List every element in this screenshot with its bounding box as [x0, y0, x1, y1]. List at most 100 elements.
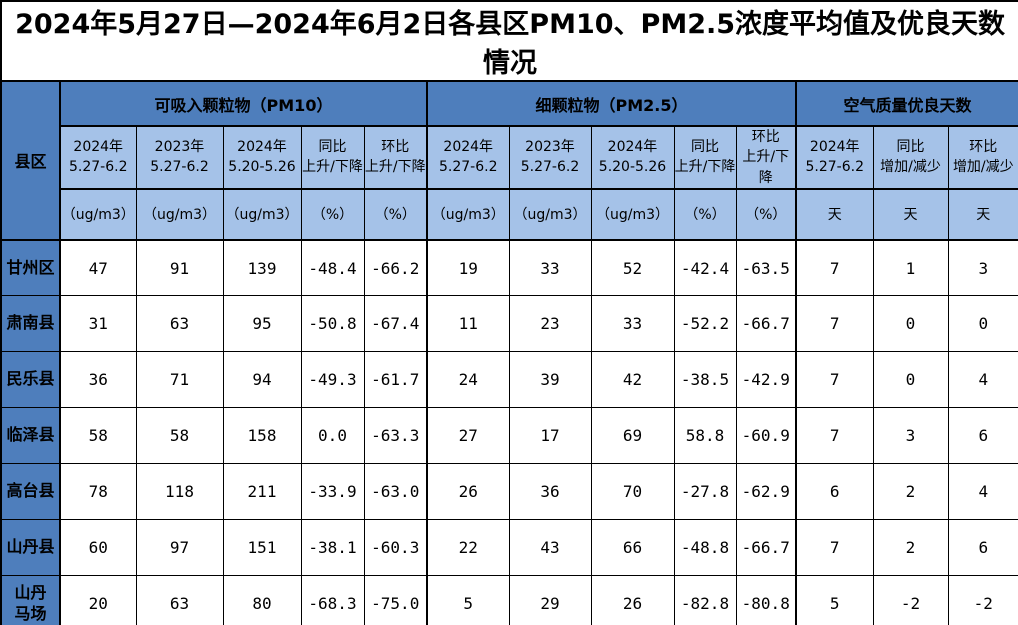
unit-header: （%） — [300, 188, 365, 241]
column-group-row: 县区 可吸入颗粒物（PM10） 细颗粒物（PM2.5） 空气质量优良天数 — [0, 80, 1018, 241]
value-cell: 60 — [59, 519, 137, 577]
value-cell: 0 — [872, 351, 949, 409]
period-header: 同比 上升/下降 — [300, 125, 365, 190]
value-cell: 58 — [59, 407, 137, 465]
value-cell: 7 — [795, 519, 874, 577]
value-cell: 139 — [222, 239, 302, 297]
period-header: 2024年 5.27-6.2 — [426, 125, 510, 190]
table-row: 高台县 78 118 211 -33.9 -63.0 26 36 70 -27.8 -62.9 6 2 4 — [0, 463, 1018, 521]
value-cell: -48.8 — [673, 519, 737, 577]
unit-header: 天 — [872, 188, 949, 241]
period-header: 同比 增加/减少 — [872, 125, 949, 190]
table-row: 山丹县 60 97 151 -38.1 -60.3 22 43 66 -48.8 -66.7 7 2 6 — [0, 519, 1018, 577]
table-row: 肃南县 31 63 95 -50.8 -67.4 11 23 33 -52.2 -66.7 7 0 0 — [0, 295, 1018, 353]
unit-header: （%） — [735, 188, 797, 241]
value-cell: 211 — [222, 463, 302, 521]
value-cell: 151 — [222, 519, 302, 577]
unit-header: （ug/m3） — [222, 188, 302, 241]
value-cell: 78 — [59, 463, 137, 521]
value-cell: -60.3 — [363, 519, 428, 577]
value-cell: 33 — [508, 239, 592, 297]
value-cell: 39 — [508, 351, 592, 409]
table-row: 民乐县 36 71 94 -49.3 -61.7 24 39 42 -38.5 -42.9 7 0 4 — [0, 351, 1018, 409]
value-cell: -80.8 — [735, 575, 797, 625]
period-header: 2024年 5.20-5.26 — [590, 125, 675, 190]
value-cell: 2 — [872, 463, 949, 521]
value-cell: -63.5 — [735, 239, 797, 297]
value-cell: 2 — [872, 519, 949, 577]
unit-header: （ug/m3） — [135, 188, 224, 241]
value-cell: -2 — [872, 575, 949, 625]
value-cell: 19 — [426, 239, 510, 297]
value-cell: -68.3 — [300, 575, 365, 625]
value-cell: 97 — [135, 519, 224, 577]
value-cell: 63 — [135, 295, 224, 353]
value-cell: 58.8 — [673, 407, 737, 465]
column-group-header-2: 细颗粒物（PM2.5） — [426, 80, 797, 127]
period-header: 同比 上升/下降 — [673, 125, 737, 190]
county-name-cell: 肃南县 — [0, 295, 61, 353]
value-cell: 4 — [947, 463, 1018, 521]
unit-header: （%） — [673, 188, 737, 241]
value-cell: -38.1 — [300, 519, 365, 577]
value-cell: 36 — [508, 463, 592, 521]
value-cell: 0 — [947, 295, 1018, 353]
value-cell: 26 — [590, 575, 675, 625]
value-cell: 70 — [590, 463, 675, 521]
unit-header: （%） — [363, 188, 428, 241]
value-cell: -66.7 — [735, 295, 797, 353]
county-name-cell: 民乐县 — [0, 351, 61, 409]
value-cell: 20 — [59, 575, 137, 625]
column-group-header-1: 可吸入颗粒物（PM10） — [59, 80, 428, 127]
value-cell: 1 — [872, 239, 949, 297]
county-name-cell: 甘州区 — [0, 239, 61, 297]
value-cell: -63.0 — [363, 463, 428, 521]
county-name-cell: 临泽县 — [0, 407, 61, 465]
value-cell: 4 — [947, 351, 1018, 409]
value-cell: -66.7 — [735, 519, 797, 577]
unit-header: （ug/m3） — [508, 188, 592, 241]
value-cell: 91 — [135, 239, 224, 297]
value-cell: 0 — [872, 295, 949, 353]
value-cell: 80 — [222, 575, 302, 625]
value-cell: 31 — [59, 295, 137, 353]
value-cell: 5 — [795, 575, 874, 625]
value-cell: 118 — [135, 463, 224, 521]
period-header: 2023年 5.27-6.2 — [135, 125, 224, 190]
period-header: 环比 上升/下降 — [363, 125, 428, 190]
unit-header: （ug/m3） — [590, 188, 675, 241]
value-cell: -48.4 — [300, 239, 365, 297]
value-cell: 52 — [590, 239, 675, 297]
value-cell: 158 — [222, 407, 302, 465]
value-cell: 27 — [426, 407, 510, 465]
value-cell: 11 — [426, 295, 510, 353]
value-cell: 26 — [426, 463, 510, 521]
value-cell: 7 — [795, 407, 874, 465]
period-header: 2024年 5.27-6.2 — [795, 125, 874, 190]
county-column-header: 县区 — [0, 80, 61, 241]
value-cell: 29 — [508, 575, 592, 625]
value-cell: 24 — [426, 351, 510, 409]
county-name-cell: 山丹 马场 — [0, 575, 61, 625]
period-header: 2024年 5.27-6.2 — [59, 125, 137, 190]
value-cell: 23 — [508, 295, 592, 353]
value-cell: 69 — [590, 407, 675, 465]
value-cell: 66 — [590, 519, 675, 577]
value-cell: 6 — [795, 463, 874, 521]
period-header: 2023年 5.27-6.2 — [508, 125, 592, 190]
value-cell: 43 — [508, 519, 592, 577]
value-cell: -67.4 — [363, 295, 428, 353]
value-cell: 42 — [590, 351, 675, 409]
unit-header: （ug/m3） — [426, 188, 510, 241]
value-cell: 6 — [947, 519, 1018, 577]
value-cell: -42.9 — [735, 351, 797, 409]
table-body: 甘州区 47 91 139 -48.4 -66.2 19 33 52 -42.4 -63.5 7 1 3 肃… — [0, 239, 1018, 625]
value-cell: 7 — [795, 351, 874, 409]
table-row: 甘州区 47 91 139 -48.4 -66.2 19 33 52 -42.4 -63.5 7 1 3 — [0, 239, 1018, 297]
value-cell: -50.8 — [300, 295, 365, 353]
value-cell: -49.3 — [300, 351, 365, 409]
title-row: 2024年5月27日—2024年6月2日各县区PM10、PM2.5浓度平均值及优… — [0, 0, 1018, 82]
unit-header: 天 — [947, 188, 1018, 241]
value-cell: 94 — [222, 351, 302, 409]
